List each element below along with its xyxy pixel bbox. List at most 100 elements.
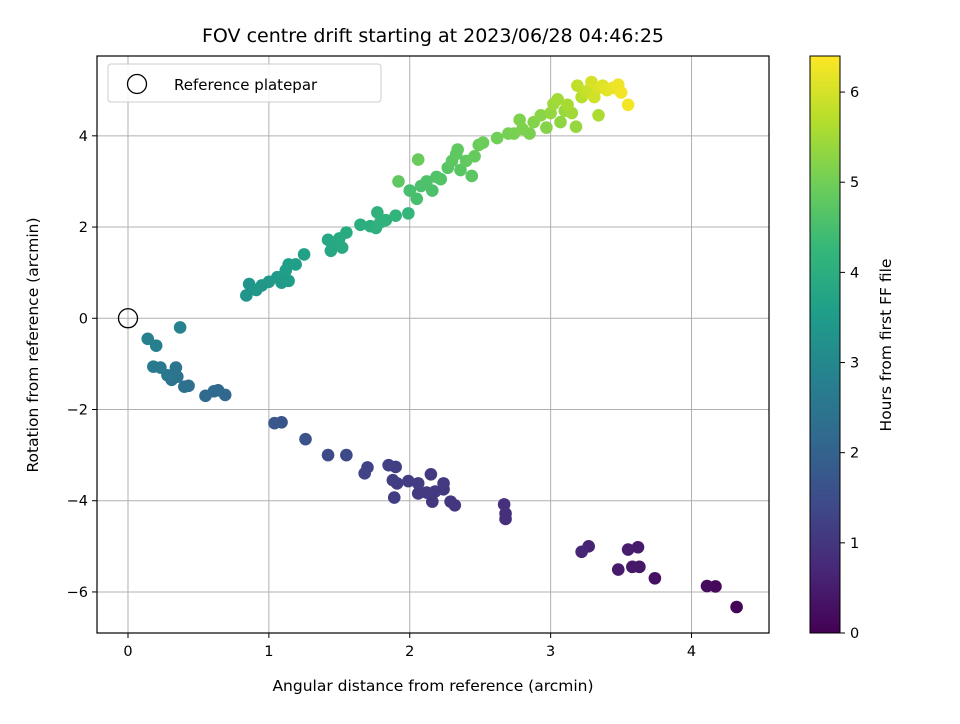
legend-label: Reference platepar — [174, 76, 318, 94]
legend-box — [107, 63, 382, 103]
data-point — [569, 120, 583, 133]
data-point — [621, 543, 635, 556]
y-axis-ticks: −6 −4 −2 0 2 4 — [67, 129, 97, 601]
data-point — [626, 560, 639, 574]
y-tick-label: −6 — [67, 585, 88, 601]
colorbar-tick-label: 2 — [850, 446, 859, 462]
colorbar-tick-label: 1 — [850, 536, 859, 552]
data-point — [730, 600, 743, 614]
data-point — [513, 113, 526, 127]
data-point — [465, 169, 479, 183]
data-point — [379, 213, 393, 227]
data-point — [289, 258, 302, 271]
data-point — [297, 248, 311, 261]
data-point — [454, 163, 467, 177]
data-point — [178, 380, 191, 393]
colorbar-tick-label: 5 — [850, 175, 859, 191]
data-point — [169, 361, 183, 374]
data-point — [354, 218, 367, 232]
data-point — [402, 474, 415, 488]
data-point — [420, 175, 433, 188]
data-point — [551, 93, 564, 106]
data-point — [425, 184, 439, 197]
colorbar: 0 1 2 3 4 5 6 Hours from first FF file — [809, 55, 895, 642]
colorbar-tick-label: 6 — [850, 85, 859, 101]
plot-frame — [96, 55, 770, 634]
x-tick-label: 1 — [264, 644, 273, 660]
grid-lines — [97, 56, 769, 633]
y-axis-label: Rotation from reference (arcmin) — [24, 217, 42, 472]
colorbar-tick-label: 3 — [850, 356, 859, 372]
data-point — [476, 136, 490, 149]
data-point — [371, 206, 384, 219]
data-point — [340, 226, 353, 239]
colorbar-tick-label: 0 — [850, 626, 859, 642]
data-point — [173, 321, 187, 334]
data-point — [321, 448, 335, 462]
data-point — [240, 289, 253, 302]
x-tick-label: 3 — [546, 644, 555, 660]
x-axis-ticks: 0 1 2 3 4 — [123, 633, 696, 660]
data-point — [700, 579, 714, 593]
colorbar-ticks: 0 1 2 3 4 5 6 — [840, 85, 859, 642]
data-points — [141, 75, 743, 614]
data-point — [648, 571, 662, 585]
data-point — [575, 545, 588, 559]
colorbar-tick-label: 4 — [850, 265, 859, 281]
data-point — [299, 432, 312, 446]
data-point — [147, 360, 160, 373]
x-tick-label: 2 — [405, 644, 414, 660]
data-point — [451, 143, 464, 156]
chart-title: FOV centre drift starting at 2023/06/28 … — [202, 25, 664, 47]
data-point — [282, 274, 295, 288]
data-point — [389, 209, 402, 222]
data-point — [497, 498, 511, 511]
data-point — [340, 448, 353, 462]
colorbar-gradient — [809, 55, 841, 634]
data-point — [141, 332, 155, 346]
data-point — [387, 491, 401, 504]
data-point — [540, 121, 553, 134]
data-point — [335, 241, 349, 254]
data-point — [490, 131, 504, 145]
data-point — [411, 477, 425, 490]
data-point — [361, 461, 374, 474]
data-point — [434, 172, 448, 186]
y-tick-label: 0 — [79, 311, 88, 327]
y-tick-label: −4 — [67, 494, 88, 510]
data-point — [554, 115, 567, 129]
data-point — [611, 563, 625, 576]
data-point — [468, 150, 481, 163]
data-point — [614, 86, 628, 99]
data-point — [592, 108, 605, 122]
data-point — [411, 487, 425, 500]
reference-marker — [117, 308, 139, 329]
data-point — [425, 495, 439, 508]
data-point — [386, 473, 400, 487]
data-point — [621, 98, 635, 112]
data-point — [403, 184, 417, 197]
colorbar-label: Hours from first FF file — [877, 259, 895, 432]
data-point — [444, 495, 457, 508]
y-tick-label: −2 — [67, 402, 88, 418]
data-point — [561, 98, 574, 112]
data-point — [199, 389, 212, 403]
data-point — [437, 477, 450, 490]
data-point — [631, 540, 645, 554]
data-point — [411, 153, 425, 166]
reference-point-marker — [117, 308, 139, 329]
data-point — [424, 467, 438, 481]
legend-marker-icon — [126, 73, 148, 95]
x-tick-label: 4 — [687, 644, 696, 660]
x-axis-label: Angular distance from reference (arcmin) — [272, 677, 593, 695]
data-point — [402, 207, 415, 220]
legend: Reference platepar — [107, 63, 382, 103]
data-point — [149, 339, 163, 352]
y-tick-label: 4 — [79, 129, 88, 145]
data-point — [410, 192, 424, 206]
data-point — [534, 108, 548, 122]
data-point — [571, 79, 584, 92]
data-point — [382, 458, 395, 472]
data-point — [392, 175, 405, 188]
